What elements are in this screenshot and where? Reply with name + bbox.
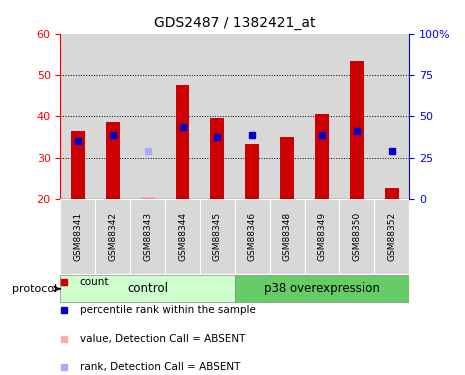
Bar [339, 34, 374, 199]
Bar [305, 199, 339, 274]
Text: GSM88349: GSM88349 [318, 211, 326, 261]
Text: GSM88342: GSM88342 [108, 212, 117, 261]
Bar [200, 199, 235, 274]
Text: GSM88345: GSM88345 [213, 211, 222, 261]
Text: percentile rank within the sample: percentile rank within the sample [80, 305, 255, 315]
Text: count: count [80, 277, 109, 287]
Bar [175, 86, 189, 199]
Bar [374, 34, 409, 199]
Title: GDS2487 / 1382421_at: GDS2487 / 1382421_at [154, 16, 316, 30]
Text: GSM88352: GSM88352 [387, 211, 396, 261]
Text: GSM88350: GSM88350 [352, 211, 361, 261]
Bar [140, 196, 154, 199]
Bar [235, 34, 270, 199]
Bar [95, 34, 130, 199]
Bar [315, 114, 329, 199]
Bar [339, 199, 374, 274]
Text: value, Detection Call = ABSENT: value, Detection Call = ABSENT [80, 334, 245, 344]
Bar [71, 131, 85, 199]
Bar [210, 118, 225, 199]
Text: protocol: protocol [12, 284, 60, 294]
Bar [235, 275, 409, 302]
Bar [385, 188, 399, 199]
Bar [200, 34, 235, 199]
Text: control: control [127, 282, 168, 295]
Bar [280, 137, 294, 199]
Bar [106, 122, 120, 199]
Bar [60, 275, 235, 302]
Bar [235, 199, 270, 274]
Bar [130, 199, 165, 274]
Bar [95, 199, 130, 274]
Text: p38 overexpression: p38 overexpression [264, 282, 380, 295]
Bar [246, 144, 259, 199]
Text: GSM88346: GSM88346 [248, 211, 257, 261]
Bar [270, 34, 305, 199]
Text: GSM88348: GSM88348 [283, 211, 292, 261]
Text: GSM88341: GSM88341 [73, 211, 82, 261]
Bar [130, 34, 165, 199]
Bar [60, 199, 95, 274]
Bar [374, 199, 409, 274]
Bar [60, 34, 95, 199]
Text: GSM88344: GSM88344 [178, 212, 187, 261]
Bar [350, 60, 364, 199]
Text: GSM88343: GSM88343 [143, 211, 152, 261]
Bar [165, 34, 200, 199]
Bar [305, 34, 339, 199]
Bar [270, 199, 305, 274]
Text: rank, Detection Call = ABSENT: rank, Detection Call = ABSENT [80, 362, 240, 372]
Bar [165, 199, 200, 274]
